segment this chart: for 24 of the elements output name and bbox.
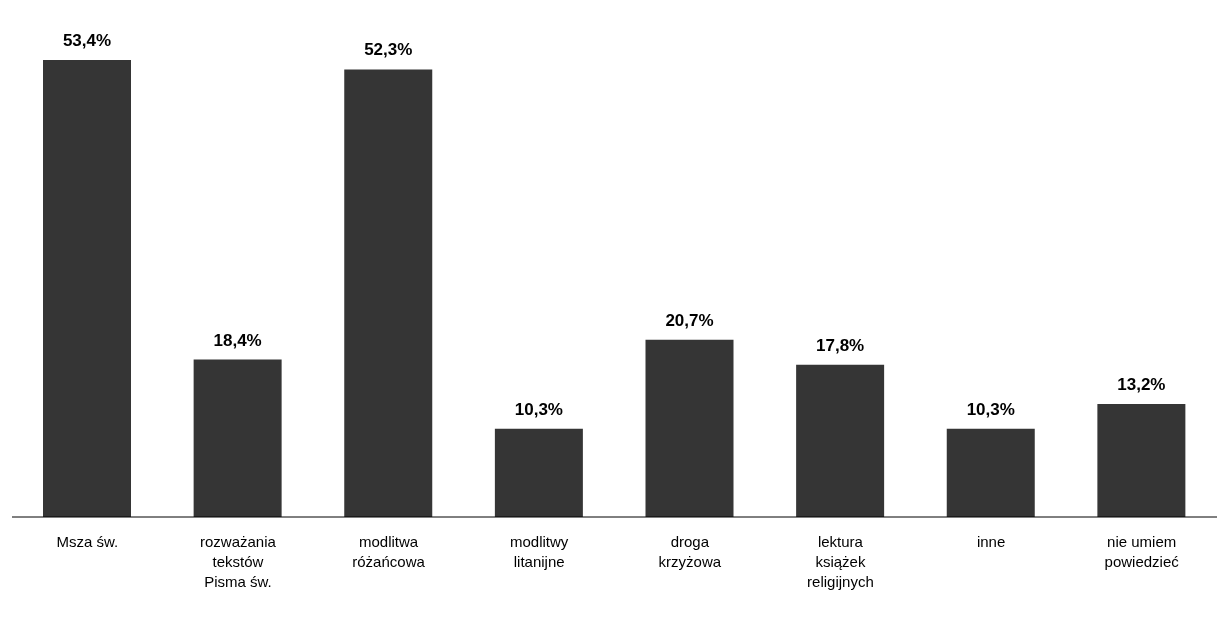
data-label: 53,4% [62,31,112,50]
x-tick-label: modlitwa różańcowa [352,533,426,570]
data-label: 17,8% [816,335,865,355]
data-label: 52,3% [364,40,413,60]
x-tick-label: lektura książek religijnych [807,533,874,590]
bar [344,69,433,517]
x-tick-label: rozważania tekstów Pisma św. [200,533,277,590]
bar [1097,404,1186,517]
data-label: 20,7% [665,310,714,330]
bar [946,428,1035,517]
data-label: 10,3% [514,399,563,419]
bar [645,339,734,517]
data-label: 13,2% [1117,375,1166,395]
data-label: 18,4% [213,330,262,350]
x-tick-label: modlitwy litanijne [510,533,569,570]
x-tick-label: inne [976,533,1006,550]
x-tick-label: Msza św. [56,533,119,550]
bar [43,60,131,517]
bar [193,359,282,517]
bar [494,428,583,517]
x-tick-label: nie umiem powiedzieć [1104,533,1180,570]
data-label: 10,3% [966,399,1015,419]
x-tick-label: droga krzyżowa [658,533,722,570]
bar [796,364,885,517]
